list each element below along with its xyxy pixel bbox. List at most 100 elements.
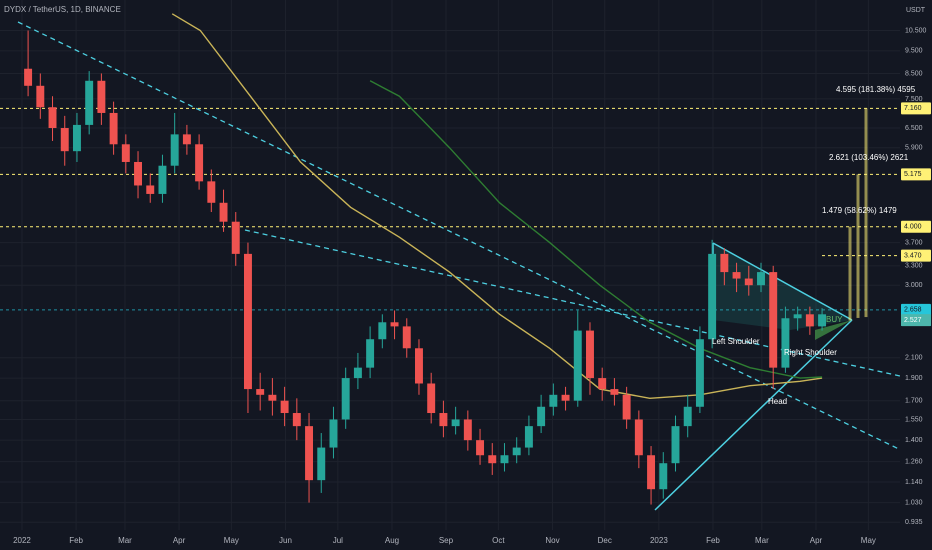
candle-body (36, 85, 45, 108)
candle-body (757, 272, 765, 286)
candle-body (512, 447, 521, 456)
y-tick-label: 2.100 (905, 355, 923, 362)
candle-body (24, 68, 33, 86)
candle-body (366, 339, 375, 368)
candle-body (402, 326, 411, 349)
measure-label: 1.479 (58.62%) 1479 (822, 206, 897, 215)
candle-body (683, 406, 692, 427)
candle-body (243, 253, 252, 390)
plot (0, 13, 900, 505)
x-tick-label: Jun (279, 536, 292, 545)
candle-body (561, 394, 570, 401)
x-tick-label: May (224, 536, 239, 545)
candle-body (207, 181, 216, 203)
candle-body (415, 348, 423, 384)
moving-average (369, 80, 823, 379)
candle-body (671, 426, 680, 464)
y-tick-label: 3.300 (905, 263, 923, 270)
candle-body (439, 413, 448, 427)
annotation: Right Shoulder (784, 348, 837, 357)
candle-body (500, 455, 509, 464)
y-tick-label: 1.400 (905, 437, 923, 444)
y-tick-label: 1.900 (905, 375, 923, 382)
candle-body (744, 278, 753, 286)
price-label-box (901, 314, 931, 327)
pattern-line (654, 319, 853, 511)
y-tick-label: 6.500 (905, 125, 923, 132)
candle-body (451, 419, 460, 427)
candle-body (476, 440, 485, 456)
y-unit: USDT (906, 7, 926, 14)
y-tick-label: 10.500 (905, 27, 927, 34)
candle-body (598, 378, 607, 390)
candle-body (195, 144, 204, 182)
y-tick-label: 3.000 (905, 282, 923, 289)
y-tick-label: 1.140 (905, 479, 923, 486)
candle-body (48, 107, 57, 129)
chart-title: DYDX / TetherUS, 1D, BINANCE (4, 5, 121, 14)
y-tick-label: 8.500 (905, 70, 923, 77)
x-tick-label: Aug (385, 536, 399, 545)
y-tick-label: 1.260 (905, 458, 923, 465)
x-tick-label: Apr (173, 536, 186, 545)
annotation: Head (768, 397, 787, 406)
candle-body (781, 318, 790, 368)
y-tick-label: 1.030 (905, 499, 923, 506)
candle-body (85, 80, 94, 125)
candle-body (341, 378, 350, 420)
candle-body (769, 272, 778, 368)
x-tick-label: Jul (333, 536, 343, 545)
x-tick-label: 2022 (13, 536, 31, 545)
x-tick-label: Feb (69, 536, 83, 545)
candle-body (353, 367, 362, 379)
candle-body (158, 165, 167, 194)
candle-body (268, 394, 277, 401)
candle-body (463, 419, 472, 441)
price-label: 2.658 (904, 307, 922, 314)
measure-bar (848, 226, 852, 321)
y-tick-label: 3.700 (905, 239, 923, 246)
candle-body (109, 112, 118, 145)
pattern-line (712, 242, 853, 321)
y-tick-label: 1.550 (905, 416, 923, 423)
y-tick-label: 0.935 (905, 519, 923, 526)
candle-body (732, 272, 741, 279)
price-label-box (901, 102, 931, 115)
x-tick-label: Oct (492, 536, 505, 545)
candle-body (537, 406, 546, 427)
candle-body (793, 314, 802, 319)
x-tick-label: 2023 (650, 536, 668, 545)
grid (0, 0, 900, 530)
candle-body (573, 330, 582, 401)
price-label-box (901, 249, 931, 262)
candle-body (97, 80, 106, 113)
candle-body (390, 322, 399, 327)
candle-body (146, 185, 155, 194)
candle-body (280, 400, 289, 414)
candle-body (818, 314, 827, 327)
x-tick-label: May (861, 536, 876, 545)
candle-body (170, 134, 179, 166)
buy-zone (815, 320, 852, 340)
trend-line (17, 21, 906, 453)
candle-body (134, 161, 142, 186)
candle-body (708, 253, 717, 340)
price-label: 2.527 (904, 317, 922, 324)
moving-average (171, 13, 823, 400)
measure-label: 2.621 (103.46%) 2621 (829, 153, 909, 162)
measure-bar (856, 174, 860, 318)
x-tick-label: Mar (118, 536, 132, 545)
candle-body (317, 447, 326, 481)
candle-body (427, 383, 436, 414)
y-tick-label: 1.700 (905, 398, 923, 405)
candle-body (720, 253, 729, 273)
price-axis (900, 0, 932, 550)
candle-body (622, 394, 631, 420)
candle-body (647, 455, 656, 490)
candle-body (72, 124, 81, 152)
drawings (17, 21, 906, 511)
price-label-box (901, 168, 931, 181)
candle-body (219, 202, 228, 222)
candle-body (305, 426, 314, 481)
